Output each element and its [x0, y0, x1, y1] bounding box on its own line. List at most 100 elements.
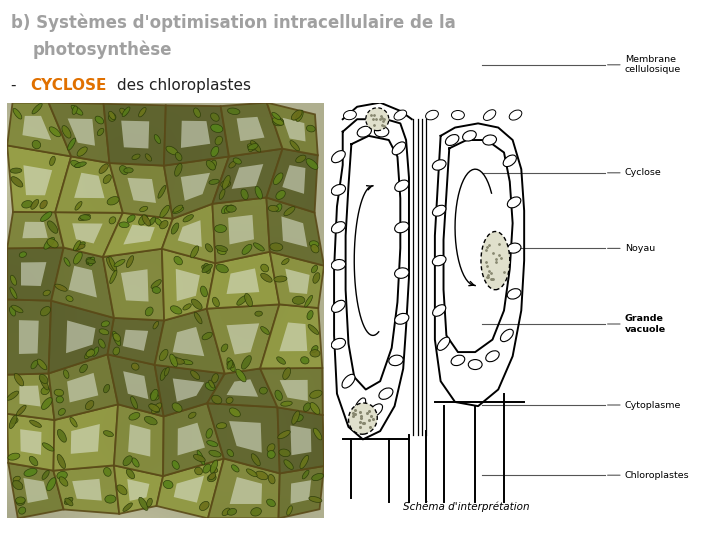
Polygon shape	[7, 247, 63, 301]
Ellipse shape	[154, 134, 161, 144]
Ellipse shape	[104, 468, 111, 476]
Ellipse shape	[127, 255, 134, 267]
Ellipse shape	[16, 497, 25, 504]
Polygon shape	[122, 330, 148, 351]
Polygon shape	[285, 268, 310, 294]
Polygon shape	[260, 368, 323, 415]
Ellipse shape	[99, 164, 109, 173]
Ellipse shape	[342, 374, 355, 388]
Ellipse shape	[433, 255, 446, 266]
Ellipse shape	[227, 357, 235, 372]
Ellipse shape	[292, 296, 305, 305]
Ellipse shape	[354, 398, 366, 414]
Polygon shape	[109, 163, 173, 219]
Polygon shape	[67, 373, 99, 402]
Ellipse shape	[129, 413, 140, 420]
Polygon shape	[22, 222, 48, 238]
Ellipse shape	[181, 360, 193, 365]
Polygon shape	[20, 429, 42, 455]
Ellipse shape	[160, 220, 168, 229]
Ellipse shape	[104, 384, 109, 393]
Polygon shape	[279, 466, 324, 518]
Polygon shape	[103, 249, 164, 320]
Ellipse shape	[132, 154, 140, 160]
Ellipse shape	[174, 256, 182, 265]
Ellipse shape	[302, 470, 309, 479]
Ellipse shape	[120, 166, 128, 174]
Polygon shape	[207, 403, 280, 474]
Ellipse shape	[170, 354, 177, 367]
Ellipse shape	[202, 265, 210, 271]
Ellipse shape	[197, 450, 204, 465]
Ellipse shape	[102, 321, 109, 327]
Ellipse shape	[78, 214, 90, 221]
Ellipse shape	[48, 221, 58, 233]
Ellipse shape	[13, 109, 22, 119]
Ellipse shape	[153, 321, 158, 329]
Ellipse shape	[31, 199, 39, 210]
Ellipse shape	[139, 107, 146, 117]
Ellipse shape	[433, 160, 446, 170]
Polygon shape	[107, 318, 164, 365]
Ellipse shape	[256, 471, 268, 480]
Ellipse shape	[369, 404, 382, 417]
Polygon shape	[228, 215, 254, 245]
Ellipse shape	[261, 264, 269, 272]
Polygon shape	[74, 173, 104, 198]
Text: Cytoplasme: Cytoplasme	[625, 401, 681, 409]
Ellipse shape	[272, 118, 284, 125]
Ellipse shape	[395, 268, 409, 278]
Ellipse shape	[274, 276, 287, 282]
Ellipse shape	[433, 305, 446, 316]
Ellipse shape	[56, 396, 63, 403]
Ellipse shape	[228, 108, 240, 114]
Polygon shape	[114, 404, 163, 476]
Ellipse shape	[205, 244, 212, 252]
Ellipse shape	[273, 118, 284, 126]
Polygon shape	[121, 120, 149, 148]
Ellipse shape	[58, 429, 66, 442]
Ellipse shape	[379, 388, 393, 400]
Ellipse shape	[276, 357, 286, 364]
Ellipse shape	[145, 154, 152, 161]
Ellipse shape	[200, 286, 207, 297]
Ellipse shape	[222, 205, 229, 214]
Ellipse shape	[189, 412, 196, 418]
Polygon shape	[7, 300, 51, 375]
Ellipse shape	[113, 333, 120, 341]
Ellipse shape	[269, 475, 275, 484]
Polygon shape	[212, 148, 282, 204]
Polygon shape	[48, 103, 109, 163]
Polygon shape	[21, 262, 46, 286]
Ellipse shape	[255, 311, 262, 316]
Polygon shape	[8, 463, 63, 518]
Polygon shape	[229, 421, 262, 453]
Ellipse shape	[281, 401, 292, 406]
Ellipse shape	[22, 200, 32, 208]
Ellipse shape	[394, 110, 407, 120]
Polygon shape	[174, 476, 204, 503]
Ellipse shape	[12, 305, 23, 313]
Ellipse shape	[63, 370, 69, 379]
Ellipse shape	[395, 222, 409, 233]
Ellipse shape	[451, 111, 464, 120]
Polygon shape	[267, 103, 318, 155]
Ellipse shape	[24, 469, 37, 476]
Ellipse shape	[266, 499, 275, 507]
Ellipse shape	[279, 449, 290, 457]
Polygon shape	[162, 204, 215, 263]
Polygon shape	[283, 118, 305, 141]
Ellipse shape	[30, 456, 38, 466]
Polygon shape	[164, 105, 229, 166]
Text: Chloroplastes: Chloroplastes	[625, 471, 690, 480]
Ellipse shape	[127, 215, 135, 222]
Ellipse shape	[97, 129, 104, 136]
Polygon shape	[7, 212, 63, 248]
Ellipse shape	[207, 441, 218, 447]
Polygon shape	[127, 178, 156, 203]
Ellipse shape	[71, 160, 81, 167]
Ellipse shape	[276, 191, 285, 199]
Ellipse shape	[207, 475, 216, 482]
Ellipse shape	[210, 467, 217, 472]
Ellipse shape	[482, 135, 497, 145]
